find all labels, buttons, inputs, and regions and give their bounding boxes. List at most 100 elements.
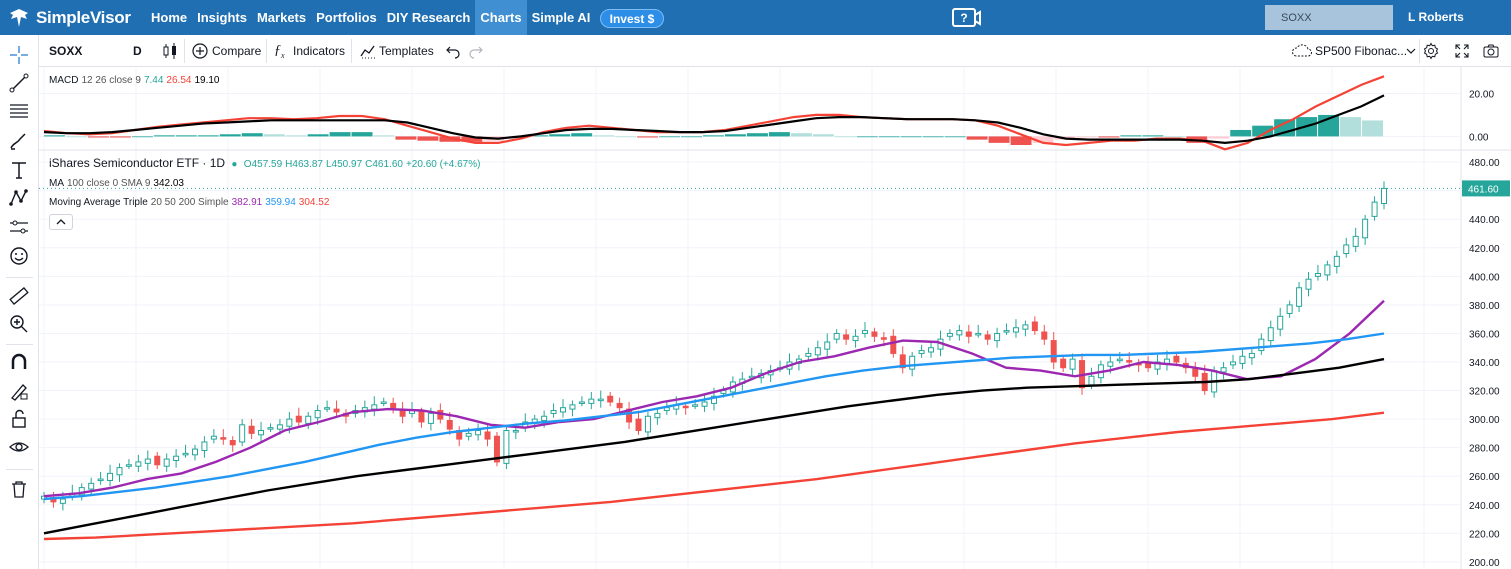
candle-up (1258, 338, 1265, 352)
collapse-legend-button[interactable] (49, 214, 73, 230)
layout-selector[interactable]: SP500 Fibonac... (1315, 44, 1408, 58)
macd-histogram-bar (944, 136, 966, 138)
undo-icon[interactable] (444, 42, 462, 60)
macd-tick-label: 20.00 (1469, 89, 1494, 100)
cloud-layout-icon[interactable] (1291, 42, 1313, 60)
emoji-icon[interactable] (8, 245, 30, 267)
trash-icon[interactable] (8, 478, 30, 500)
nav-markets[interactable]: Markets (256, 10, 307, 25)
candle-up (503, 430, 510, 464)
candle-down (1041, 331, 1048, 340)
candle-up (805, 352, 812, 357)
candle-up (276, 424, 283, 430)
candle-up (692, 404, 699, 407)
candle-up (201, 441, 208, 452)
ma100-legend[interactable]: MA 100 close 0 SMA 9 342.03 (49, 178, 187, 189)
candle-down (871, 331, 878, 337)
candle-up (560, 407, 567, 413)
unlock-icon[interactable] (8, 408, 30, 430)
eye-icon[interactable] (8, 436, 30, 458)
candle-up (324, 407, 331, 410)
invest-button[interactable]: Invest $ (600, 9, 664, 28)
candle-up (116, 467, 123, 476)
triple-legend-ma20: 382.91 (231, 197, 263, 208)
crosshair-icon[interactable] (8, 44, 30, 66)
candle-up (1088, 375, 1095, 386)
price-chart[interactable]: 20.00 0.00 200.00 220.00 240.00 260.00 280.00 3… (39, 67, 1511, 569)
nav-simple-ai[interactable]: Simple AI (531, 10, 591, 25)
candle-up (427, 412, 434, 424)
pattern-tool-icon[interactable] (8, 187, 30, 209)
candle-up (465, 432, 472, 437)
candle-up (182, 452, 189, 456)
lock-drawing-pencil-icon[interactable] (8, 380, 30, 402)
candle-down (607, 395, 614, 403)
magnet-icon[interactable] (8, 351, 30, 373)
candle-up (191, 448, 198, 456)
price-tick-label: 280.00 (1469, 444, 1500, 455)
candle-down (484, 431, 491, 440)
screenshot-camera-icon[interactable] (1482, 42, 1500, 60)
text-tool-icon[interactable] (8, 159, 30, 181)
nav-diy-research[interactable]: DIY Research (386, 10, 471, 25)
nav-charts[interactable]: Charts (475, 0, 527, 35)
templates-icon[interactable] (359, 42, 377, 60)
symbol-selector[interactable]: SOXX (49, 44, 83, 58)
candle-up (305, 415, 312, 424)
ma-legend-params: 100 close 0 SMA 9 (67, 178, 151, 189)
macd-histogram-bar (241, 133, 263, 137)
macd-legend[interactable]: MACD 12 26 close 9 7.44 26.54 19.10 (49, 75, 222, 86)
macd-histogram-bar (878, 136, 900, 138)
nav-home[interactable]: Home (151, 10, 188, 25)
fullscreen-icon[interactable] (1453, 42, 1471, 60)
macd-line-signal (43, 94, 1385, 145)
help-chat-icon[interactable]: ? (950, 7, 982, 29)
user-menu[interactable]: L Roberts (1408, 10, 1464, 24)
macd-histogram-bar (329, 132, 351, 137)
app-name: SimpleVisor (36, 8, 131, 27)
chevron-down-icon[interactable] (1405, 42, 1417, 60)
templates-button[interactable]: Templates (379, 44, 434, 58)
ruler-icon[interactable] (8, 285, 30, 307)
macd-histogram-bar (153, 135, 175, 137)
candle-up (1277, 315, 1284, 330)
candle-down (493, 435, 500, 463)
horizontal-lines-icon[interactable] (8, 100, 30, 122)
compare-button[interactable]: Compare (212, 44, 262, 58)
candle-down (1050, 340, 1057, 363)
simplevisor-logo[interactable]: SimpleVisor (8, 6, 131, 30)
trend-line-icon[interactable] (8, 72, 30, 94)
triple-ma-legend[interactable]: Moving Average Triple 20 50 200 Simple 382… (49, 197, 332, 208)
candle-down (295, 415, 302, 423)
indicators-fx-icon[interactable]: ƒx (274, 43, 285, 60)
candle-up (588, 398, 595, 404)
nav-portfolios[interactable]: Portfolios (316, 10, 377, 25)
macd-histogram-bar (768, 132, 790, 137)
candle-up (1022, 324, 1029, 330)
macd-histogram-bar (1120, 135, 1142, 137)
macd-legend-macd: 26.54 (166, 75, 192, 86)
candle-type-icon[interactable] (161, 42, 179, 60)
compare-plus-icon[interactable] (191, 42, 209, 60)
candle-down (418, 411, 425, 423)
redo-icon[interactable] (467, 42, 485, 60)
interval-selector[interactable]: D (133, 44, 142, 58)
macd-histogram-bar (65, 136, 87, 138)
candle-up (597, 398, 604, 402)
symbol-legend[interactable]: iShares Semiconductor ETF · 1D ● O457.59… (49, 156, 483, 170)
candle-up (550, 410, 557, 414)
nav-insights[interactable]: Insights (197, 10, 247, 25)
indicators-button[interactable]: Indicators (293, 44, 346, 58)
macd-histogram-bar (1208, 136, 1230, 139)
prediction-tool-icon[interactable] (8, 216, 30, 238)
triple-legend-name: Moving Average Triple (49, 197, 148, 208)
symbol-search-input[interactable] (1265, 5, 1393, 30)
macd-histogram-bar (1252, 125, 1274, 137)
tool-divider (6, 344, 33, 345)
zoom-in-icon[interactable] (8, 313, 30, 335)
macd-histogram-bar (1274, 119, 1296, 137)
settings-gear-icon[interactable] (1422, 42, 1440, 60)
brush-icon[interactable] (8, 130, 30, 152)
candle-up (956, 330, 963, 336)
macd-histogram-bar (1362, 120, 1383, 137)
